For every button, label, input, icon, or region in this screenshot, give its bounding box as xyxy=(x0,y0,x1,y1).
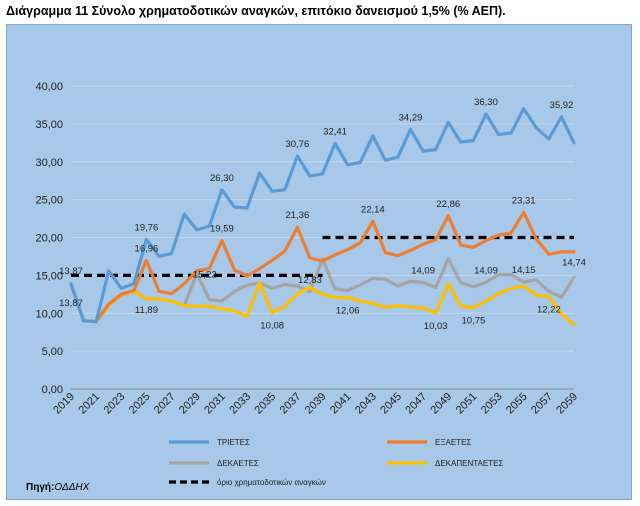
x-tick-label: 2055 xyxy=(504,391,530,417)
data-label: 15,22 xyxy=(193,270,217,281)
legend-label: ΔΕΚΑΕΤΕΣ xyxy=(217,459,259,468)
data-label: 14,09 xyxy=(411,265,435,276)
y-tick-label: 40,00 xyxy=(35,81,63,93)
data-label: 12,83 xyxy=(298,275,322,286)
x-tick-label: 2059 xyxy=(554,391,580,417)
data-label: 32,41 xyxy=(323,126,347,137)
data-label: 34,29 xyxy=(399,112,423,123)
x-tick-label: 2031 xyxy=(202,391,228,417)
data-label: 35,92 xyxy=(550,100,574,111)
x-tick-label: 2053 xyxy=(479,391,505,417)
x-tick-label: 2027 xyxy=(152,391,178,417)
x-tick-label: 2037 xyxy=(278,391,304,417)
x-tick-label: 2047 xyxy=(403,391,429,417)
line-chart: 0,00 5,00 10,00 15,00 20,00 25,00 30,00 35,00 40… xyxy=(35,81,586,487)
x-tick-label: 2029 xyxy=(177,391,203,417)
y-tick-label: 5,00 xyxy=(42,346,63,358)
source-note: Πηγή:ΟΔΔΗΧ xyxy=(26,482,89,493)
x-tick-label: 2049 xyxy=(429,391,455,417)
data-label: 10,03 xyxy=(424,321,448,332)
x-tick-label: 2045 xyxy=(378,391,404,417)
data-label: 14,74 xyxy=(562,257,586,268)
legend-label: ΤΡΙΕΤΕΣ xyxy=(217,438,250,447)
data-label: 22,86 xyxy=(436,199,460,210)
data-label: 10,08 xyxy=(260,321,284,332)
data-label: 22,14 xyxy=(361,204,385,215)
series-line-2 xyxy=(69,210,576,324)
x-tick-label: 2035 xyxy=(253,391,279,417)
x-tick-label: 2041 xyxy=(328,391,354,417)
y-tick-label: 10,00 xyxy=(35,308,63,320)
y-tick-label: 20,00 xyxy=(35,233,63,245)
data-label: 12,22 xyxy=(537,304,561,315)
x-tick-label: 2021 xyxy=(76,391,102,417)
data-label: 13,87 xyxy=(59,266,83,277)
x-tick-label: 2039 xyxy=(303,391,329,417)
source-value: ΟΔΔΗΧ xyxy=(54,482,90,493)
data-label: 19,76 xyxy=(135,222,159,233)
legend-label: ΕΞΑΕΤΕΣ xyxy=(435,438,471,447)
series-line-1 xyxy=(69,107,576,324)
y-tick-label: 15,00 xyxy=(35,270,63,282)
source-label: Πηγή: xyxy=(26,482,55,493)
y-tick-label: 30,00 xyxy=(35,157,63,169)
chart-area: 0,00 5,00 10,00 15,00 20,00 25,00 30,00 35,00 40… xyxy=(6,24,632,500)
data-label: 16,96 xyxy=(135,244,159,255)
series-line-4 xyxy=(69,281,576,327)
data-label: 19,59 xyxy=(210,224,234,235)
x-tick-label: 2033 xyxy=(227,391,253,417)
x-tick-label: 2051 xyxy=(454,391,480,417)
x-tick-label: 2057 xyxy=(529,391,555,417)
data-label: 14,09 xyxy=(474,265,498,276)
data-label: 30,76 xyxy=(285,139,309,150)
data-label: 23,31 xyxy=(512,195,536,206)
data-label: 14,15 xyxy=(512,265,536,276)
y-tick-label: 25,00 xyxy=(35,195,63,207)
x-tick-label: 2025 xyxy=(127,391,153,417)
y-tick-label: 35,00 xyxy=(35,119,63,131)
x-tick-label: 2023 xyxy=(102,391,128,417)
y-tick-label: 0,00 xyxy=(42,384,63,396)
data-label: 21,36 xyxy=(285,210,309,221)
legend-label: όριο χρηματοδοτικών αναγκών xyxy=(217,478,326,487)
data-label: 10,75 xyxy=(462,316,486,327)
data-label: 36,30 xyxy=(474,97,498,108)
chart-title: Διάγραμμα 11 Σύνολο χρηματοδοτικών αναγκ… xyxy=(6,4,506,18)
data-label: 13,87 xyxy=(59,298,83,309)
data-label: 26,30 xyxy=(210,173,234,184)
data-label: 11,89 xyxy=(135,305,158,316)
data-label: 12,06 xyxy=(336,306,360,317)
x-tick-label: 2043 xyxy=(353,391,379,417)
legend-label: ΔΕΚΑΠΕΝΤΑΕΤΕΣ xyxy=(435,459,503,468)
